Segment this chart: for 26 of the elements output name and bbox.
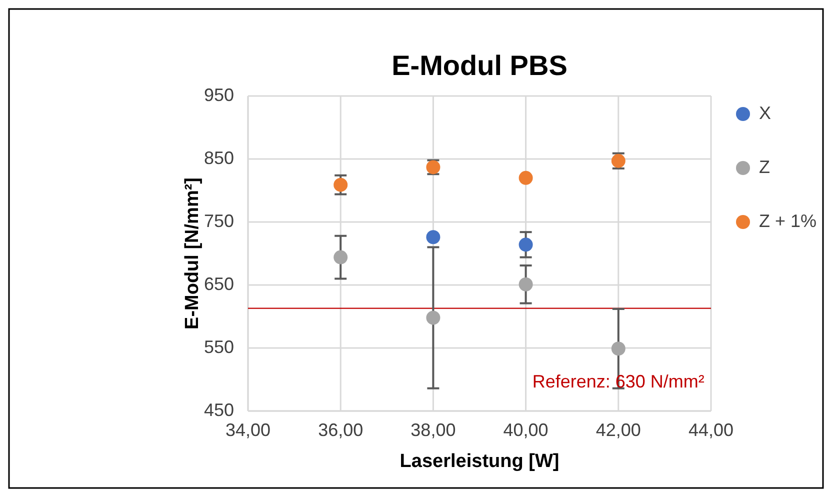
x-tick-label: 40,00 [503,420,548,440]
y-tick-label: 450 [204,400,234,420]
x-tick-label: 42,00 [596,420,641,440]
y-tick-label: 650 [204,274,234,294]
point [426,310,440,325]
y-tick-label: 550 [204,336,234,357]
x-tick-label: 38,00 [410,420,456,440]
y-tick-label: 850 [204,148,234,168]
point [334,178,348,192]
point [334,250,348,264]
x-tick-label: 36,00 [318,420,364,440]
chart-title: E-Modul PBS [392,50,568,81]
x-tick-label: 44,00 [688,420,734,440]
point [518,170,533,185]
point [611,342,626,356]
legend-label: Z + 1% [759,210,817,231]
y-tick-label: 750 [204,210,234,231]
x-tick-label: 34,00 [225,420,271,440]
point [426,230,440,244]
legend-label: Z [759,156,770,177]
point [518,277,533,292]
point [518,238,533,252]
y-tick-label: 950 [204,84,234,105]
x-axis-title: Laserleistung [W] [400,451,560,472]
legend-label: X [759,102,772,123]
y-axis-title: E-Modul [N/mm²] [182,178,203,330]
